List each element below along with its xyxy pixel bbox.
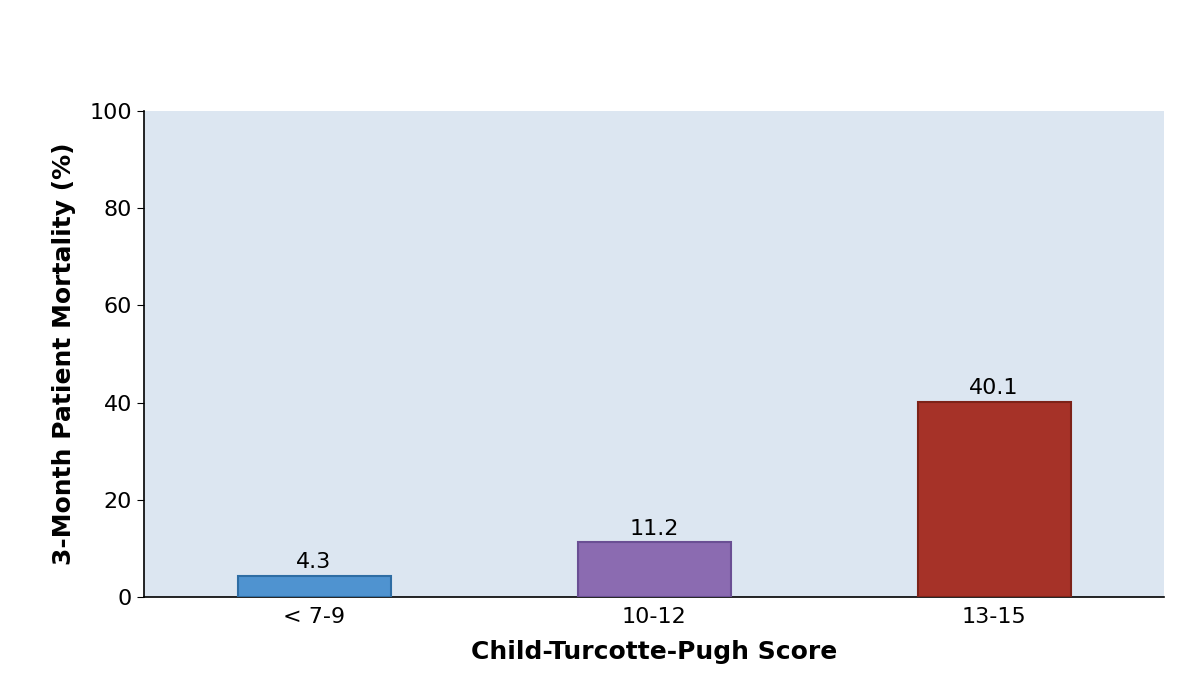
Text: 40.1: 40.1: [970, 378, 1019, 398]
X-axis label: Child-Turcotte-Pugh Score: Child-Turcotte-Pugh Score: [470, 641, 838, 664]
Text: 4.3: 4.3: [296, 552, 331, 572]
Text: 3-Month Mortality Based on Child-Turcotte-Pugh Score: 3-Month Mortality Based on Child-Turcott…: [133, 24, 1067, 53]
Bar: [238, 576, 390, 597]
Y-axis label: 3-Month Patient Mortality (%): 3-Month Patient Mortality (%): [52, 143, 76, 565]
Bar: [918, 402, 1070, 597]
Bar: [577, 543, 731, 597]
Text: 11.2: 11.2: [629, 518, 679, 539]
